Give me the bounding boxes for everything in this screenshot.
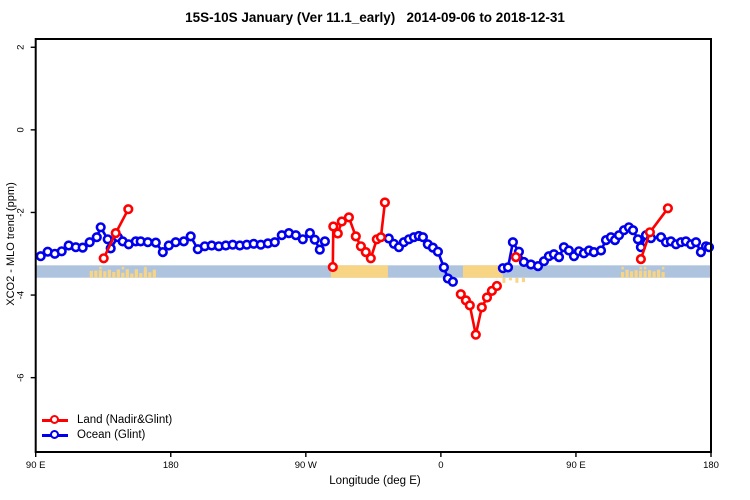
data-point [332,228,343,239]
data-point [365,253,376,264]
data-point [464,300,475,311]
data-point [379,197,391,208]
data-point [635,254,647,265]
x-axis-ticks: 90 E 180 90 W 0 90 E 180 [26,452,719,471]
data-point [455,289,466,300]
data-point [170,237,181,248]
data-point [350,231,361,242]
data-point [417,232,429,243]
y-axis-label: XCO2 - MLO trend (ppm) [5,182,17,306]
chart-title: 15S-10S January (Ver 11.1_early) 2014-09… [185,10,565,25]
y-tick-label: 2 [16,45,27,50]
data-point [142,237,153,248]
data-point [309,234,320,245]
data-point [470,329,481,340]
data-point [627,225,639,236]
data-point [157,247,168,258]
legend-label-ocean: Ocean (Glint) [77,429,146,441]
data-point [304,228,316,239]
data-point [84,237,95,248]
x-axis-label: Longitude (deg E) [329,475,421,487]
legend-item-ocean: Ocean (Glint) [40,428,172,443]
data-point [432,246,444,257]
ocean-series [35,222,715,287]
x-tick-label: 180 [703,460,719,471]
data-point [438,262,450,273]
x-tick-label: 90 W [295,460,317,471]
plot-frame [34,38,712,453]
data-point [91,232,102,243]
data-point [150,237,161,248]
data-point [343,212,355,223]
y-tick-label: -4 [16,291,27,299]
data-point [360,247,371,258]
data-point [290,230,301,241]
land-series [98,197,674,340]
data-point [375,232,387,243]
y-tick-label: -6 [16,373,27,381]
data-point [336,216,347,227]
data-point [56,246,67,257]
data-point [644,227,656,238]
data-point [507,237,519,248]
data-point [662,203,674,214]
land-series-marker-icon [42,415,68,426]
data-point [98,253,109,264]
data-point [328,221,339,232]
data-point [269,237,280,248]
data-point [110,228,121,239]
data-point [553,252,565,263]
x-tick-label: 90 E [26,460,46,471]
legend-label-land: Land (Nadir&Glint) [77,414,173,426]
data-point [491,280,503,292]
data-point [123,204,134,215]
data-point [632,234,644,245]
data-point [510,252,522,263]
data-point [690,237,702,248]
x-tick-label: 90 E [566,460,586,471]
legend: Land (Nadir&Glint) Ocean (Glint) [40,413,172,443]
data-point [185,231,196,242]
data-point [297,234,308,245]
ocean-series-marker-icon [42,430,68,441]
data-point [481,292,493,303]
data-point [476,302,487,313]
data-point [314,244,325,255]
data-point [595,245,607,256]
data-point [447,276,459,287]
data-point [327,261,338,273]
data-point [178,236,189,247]
data-point [502,262,514,273]
latitude-band [35,265,711,283]
y-axis-ticks: 2 0 -2 -4 -6 [16,45,36,382]
data-point [95,222,106,233]
data-point [35,251,46,262]
legend-item-land: Land (Nadir&Glint) [40,413,172,428]
x-tick-label: 0 [438,460,443,471]
y-tick-label: -2 [16,208,27,216]
data-point [77,242,88,253]
x-tick-label: 180 [163,460,179,471]
y-tick-label: 0 [16,127,27,132]
data-point [319,236,331,247]
